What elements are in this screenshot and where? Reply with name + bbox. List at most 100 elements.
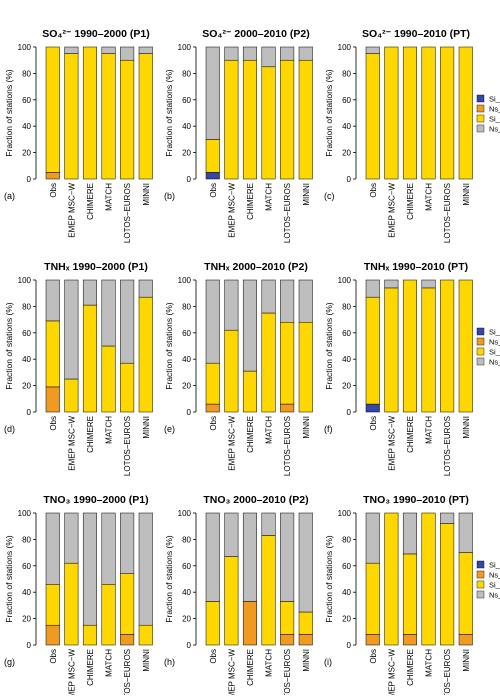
bar-segment-si-de bbox=[82, 304, 97, 413]
y-tick-label: 20 bbox=[22, 382, 31, 391]
bar-segment-si-de bbox=[138, 296, 153, 413]
x-category-label: MINNI bbox=[302, 649, 311, 672]
bar-segment-si-de bbox=[298, 321, 313, 413]
legend-label: Si_In bbox=[489, 328, 500, 337]
y-tick-label: 100 bbox=[178, 509, 192, 518]
panel-label: (i) bbox=[324, 657, 332, 667]
bar-segment-ns-de bbox=[261, 279, 276, 314]
chart-panel-i: TNO₃ 1990–2010 (PT) 0 20 40 60 80 100 Fraction … bbox=[324, 494, 500, 700]
x-category-label: MATCH bbox=[425, 416, 434, 444]
x-category-label: EMEP MSC−W bbox=[387, 416, 396, 471]
bar-segment-si-de bbox=[120, 59, 135, 180]
bar-segment-ns-in bbox=[45, 172, 60, 180]
y-tick-label: 80 bbox=[22, 69, 31, 78]
legend-swatch bbox=[476, 114, 485, 123]
bar-segment-ns-de bbox=[224, 46, 239, 61]
x-category-label: EMEP MSC−W bbox=[67, 183, 76, 238]
bar-segment-ns-de bbox=[205, 46, 220, 140]
x-category-label: Obs bbox=[209, 649, 218, 664]
legend: Si_InNs_InSi_DeNs_De bbox=[476, 561, 500, 600]
x-category-label: MATCH bbox=[425, 183, 434, 211]
bar-segment-ns-in bbox=[298, 634, 313, 646]
x-category-label: Obs bbox=[49, 416, 58, 431]
bar-segment-si-de bbox=[64, 378, 79, 413]
bar-segment-si-de bbox=[205, 139, 220, 173]
bar-segment-ns-de bbox=[64, 46, 79, 54]
bar-segment-si-de bbox=[261, 66, 276, 180]
panel-label: (e) bbox=[164, 424, 175, 434]
y-tick-label: 60 bbox=[182, 329, 191, 338]
y-tick-label: 0 bbox=[187, 175, 192, 184]
y-tick-label: 0 bbox=[187, 641, 192, 650]
y-tick-label: 100 bbox=[338, 509, 352, 518]
x-category-label: CHIMERE bbox=[246, 416, 255, 453]
x-category-label: EMEP MSC−W bbox=[227, 183, 236, 238]
x-category-label: MINNI bbox=[302, 416, 311, 439]
y-tick-label: 80 bbox=[342, 69, 351, 78]
bar-segment-si-de bbox=[402, 279, 417, 413]
y-axis-label: Fraction of stations (%) bbox=[324, 302, 334, 390]
x-category-label: Obs bbox=[369, 649, 378, 664]
legend-swatch bbox=[476, 347, 485, 356]
chart-panel-d: TNHₓ 1990–2000 (P1) 0 20 40 60 80 100 Fraction … bbox=[4, 261, 153, 476]
bar-segment-si-de bbox=[224, 59, 239, 180]
bar-segment-si-in bbox=[365, 403, 380, 413]
y-tick-label: 20 bbox=[182, 149, 191, 158]
y-axis-label: Fraction of stations (%) bbox=[324, 535, 334, 623]
y-tick-label: 40 bbox=[182, 588, 191, 597]
bar-segment-si-de bbox=[440, 523, 455, 646]
x-category-label: CHIMERE bbox=[406, 649, 415, 686]
x-category-label: MINNI bbox=[142, 416, 151, 439]
bar-segment-ns-de bbox=[298, 46, 313, 61]
x-category-label: LOTOS−EUROS bbox=[443, 183, 452, 243]
x-category-label: EMEP MSC−W bbox=[227, 416, 236, 471]
y-tick-label: 100 bbox=[178, 43, 192, 52]
x-category-label: MATCH bbox=[265, 183, 274, 211]
bar-segment-si-de bbox=[242, 59, 257, 180]
bar-segment-ns-de bbox=[205, 512, 220, 602]
y-tick-label: 80 bbox=[22, 302, 31, 311]
y-axis-label: Fraction of stations (%) bbox=[4, 302, 14, 390]
bar-segment-ns-de bbox=[365, 279, 380, 298]
x-category-label: EMEP MSC−W bbox=[67, 416, 76, 471]
x-category-label: MATCH bbox=[105, 183, 114, 211]
chart-panel-h: TNO₃ 2000–2010 (P2) 0 20 40 60 80 100 Fraction … bbox=[164, 494, 313, 700]
chart-title: TNO₃ 1990–2010 (PT) bbox=[363, 494, 469, 506]
bar-segment-si-de bbox=[402, 46, 417, 180]
bar-segment-ns-in bbox=[458, 634, 473, 646]
x-category-label: MINNI bbox=[462, 649, 471, 672]
y-tick-label: 60 bbox=[342, 329, 351, 338]
bar-segment-si-de bbox=[384, 512, 399, 646]
bar-segment-si-de bbox=[365, 562, 380, 635]
panel-label: (a) bbox=[4, 191, 15, 201]
bar-segment-si-de bbox=[421, 287, 436, 413]
y-tick-label: 80 bbox=[342, 535, 351, 544]
y-tick-label: 100 bbox=[18, 276, 32, 285]
bar-segment-ns-de bbox=[82, 279, 97, 306]
x-category-label: MATCH bbox=[425, 649, 434, 677]
bar-segment-ns-de bbox=[101, 279, 116, 347]
chart-panel-f: TNHₓ 1990–2010 (PT) 0 20 40 60 80 100 Fraction … bbox=[324, 261, 500, 476]
legend-label: Si_In bbox=[489, 95, 500, 104]
bar-segment-ns-de bbox=[120, 46, 135, 61]
bar-segment-si-de bbox=[64, 53, 79, 180]
x-category-label: Obs bbox=[209, 416, 218, 431]
bar-segment-ns-in bbox=[402, 634, 417, 646]
x-category-label: LOTOS−EUROS bbox=[443, 649, 452, 695]
x-category-label: MATCH bbox=[105, 649, 114, 677]
legend-label: Ns_De bbox=[489, 358, 500, 367]
x-category-label: EMEP MSC−W bbox=[227, 649, 236, 695]
bar-segment-si-de bbox=[458, 279, 473, 413]
bar-segment-ns-de bbox=[224, 512, 239, 557]
y-tick-label: 0 bbox=[347, 175, 352, 184]
legend-label: Si_De bbox=[489, 348, 500, 357]
bar-segment-ns-de bbox=[64, 279, 79, 380]
bar-segment-ns-de bbox=[120, 279, 135, 364]
bar-segment-si-de bbox=[120, 573, 135, 635]
x-category-label: MINNI bbox=[302, 183, 311, 206]
legend-swatch bbox=[476, 337, 485, 346]
bar-segment-si-de bbox=[205, 601, 220, 646]
chart-panel-a: SO₄²⁻ 1990–2000 (P1) 0 20 40 60 80 100 Fraction… bbox=[4, 28, 153, 243]
bar-segment-si-de bbox=[280, 59, 295, 180]
